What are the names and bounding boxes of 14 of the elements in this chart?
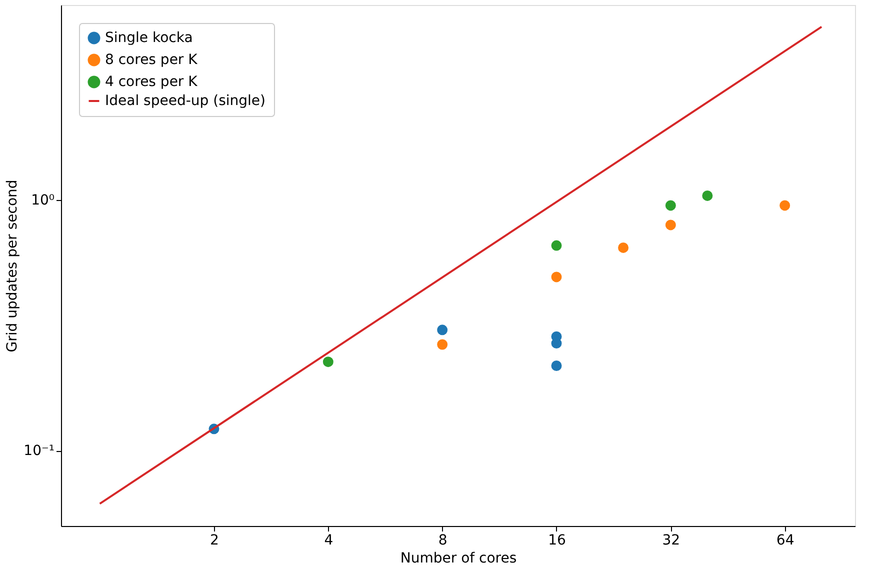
legend-label: 8 cores per K — [105, 52, 198, 68]
legend-label: 4 cores per K — [105, 74, 198, 90]
x-tick-label: 2 — [210, 532, 219, 548]
x-tick-label: 8 — [438, 532, 448, 548]
y-axis-title: Grid updates per second — [4, 180, 21, 352]
y-tick-label: 10⁻¹ — [24, 443, 54, 460]
x-tick-label: 64 — [776, 532, 794, 548]
x-axis-title: Number of cores — [400, 550, 517, 566]
x-tick-label: 16 — [548, 532, 566, 548]
x-tick-label: 32 — [662, 532, 680, 548]
x-tick-label: 4 — [324, 532, 334, 548]
legend-label: Single kocka — [105, 30, 193, 46]
legend-label: Ideal speed-up (single) — [105, 93, 266, 109]
y-tick-label: 10⁰ — [31, 192, 55, 208]
